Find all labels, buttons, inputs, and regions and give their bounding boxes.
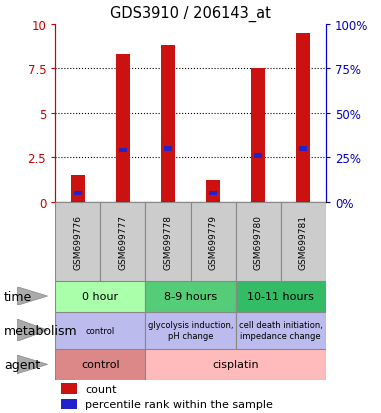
Bar	[100, 202, 146, 281]
Text: cell death initiation,
impedance change: cell death initiation, impedance change	[239, 321, 323, 340]
Text: GSM699779: GSM699779	[208, 214, 218, 269]
Bar	[161, 46, 175, 202]
Bar	[254, 154, 262, 159]
Bar	[235, 312, 326, 349]
Title: GDS3910 / 206143_at: GDS3910 / 206143_at	[110, 6, 271, 22]
Bar	[74, 191, 82, 196]
Text: GSM699781: GSM699781	[299, 214, 308, 269]
Text: 10-11 hours: 10-11 hours	[247, 291, 314, 301]
Text: control: control	[81, 359, 120, 370]
Bar	[251, 69, 265, 202]
Bar	[190, 202, 235, 281]
Text: GSM699777: GSM699777	[118, 214, 127, 269]
Polygon shape	[17, 319, 48, 342]
Text: metabolism: metabolism	[4, 324, 77, 337]
Bar	[55, 202, 100, 281]
Bar	[55, 281, 146, 312]
Bar	[209, 191, 217, 196]
Text: glycolysis induction,
pH change: glycolysis induction, pH change	[148, 321, 233, 340]
Bar	[119, 149, 127, 153]
Text: 8-9 hours: 8-9 hours	[164, 291, 217, 301]
Text: count: count	[85, 384, 117, 394]
Bar	[146, 349, 326, 380]
Bar	[61, 383, 77, 394]
Bar	[55, 312, 146, 349]
Bar	[164, 147, 172, 151]
Text: cisplatin: cisplatin	[212, 359, 259, 370]
Bar	[55, 349, 146, 380]
Text: GSM699776: GSM699776	[73, 214, 82, 269]
Bar	[281, 202, 326, 281]
Bar	[116, 55, 130, 202]
Text: GSM699780: GSM699780	[254, 214, 263, 269]
Bar	[296, 34, 310, 202]
Text: time: time	[4, 290, 32, 303]
Bar	[71, 176, 85, 202]
Polygon shape	[17, 355, 48, 374]
Text: agent: agent	[4, 358, 40, 371]
Polygon shape	[17, 287, 48, 306]
Bar	[61, 399, 77, 409]
Text: control: control	[86, 326, 115, 335]
Text: percentile rank within the sample: percentile rank within the sample	[85, 399, 273, 409]
Bar	[146, 312, 235, 349]
Bar	[235, 202, 281, 281]
Bar	[146, 281, 235, 312]
Bar	[299, 147, 307, 151]
Text: GSM699778: GSM699778	[163, 214, 173, 269]
Text: 0 hour: 0 hour	[82, 291, 118, 301]
Bar	[146, 202, 190, 281]
Bar	[206, 181, 220, 202]
Bar	[235, 281, 326, 312]
